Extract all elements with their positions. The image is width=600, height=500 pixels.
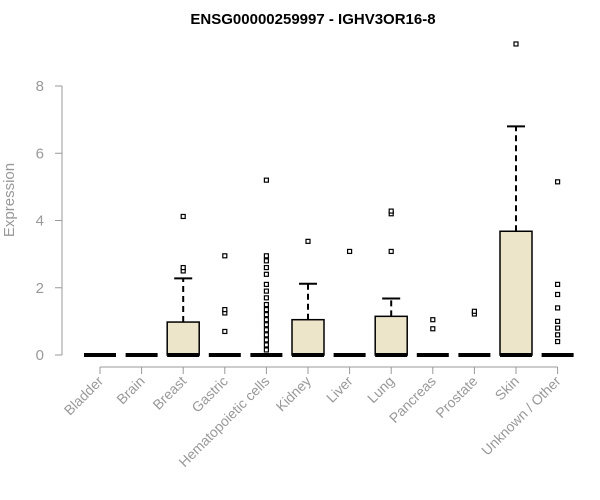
- box-body: [291, 318, 325, 356]
- outlier-point: [554, 318, 561, 324]
- y-tick-label: 0: [36, 347, 44, 364]
- outlier-point: [430, 326, 436, 332]
- outlier-point: [554, 325, 561, 331]
- x-tick-label: Liver: [323, 373, 356, 406]
- outlier-point: [263, 347, 269, 353]
- outlier-point: [388, 248, 394, 255]
- box-unknown-other: [541, 179, 574, 357]
- outlier-point: [263, 264, 269, 271]
- box-skin: [499, 41, 533, 357]
- box-hematopoietic-cells: [250, 177, 283, 357]
- box-prostate: [458, 308, 491, 357]
- box-breast: [166, 213, 200, 357]
- outlier-point: [388, 208, 394, 214]
- box-kidney: [291, 238, 325, 357]
- outlier-point: [471, 308, 477, 314]
- outlier-point: [554, 338, 561, 345]
- box-series: [84, 41, 574, 357]
- outlier-point: [347, 248, 353, 255]
- outlier-point: [554, 305, 561, 311]
- x-tick-label: Breast: [149, 373, 189, 413]
- outlier-point: [263, 281, 269, 287]
- outlier-point: [222, 328, 228, 335]
- outlier-point: [263, 332, 269, 338]
- x-tick-label: Skin: [492, 373, 523, 404]
- outlier-point: [263, 295, 269, 301]
- x-tick-label: Unknown / Other: [478, 373, 564, 459]
- outlier-point: [180, 264, 186, 271]
- outlier-point: [263, 271, 269, 277]
- outlier-point: [263, 327, 269, 333]
- outlier-point: [263, 258, 269, 264]
- outlier-point: [305, 238, 311, 244]
- y-axis: 0 2 4 6 8: [36, 78, 63, 364]
- x-tick-label: Prostate: [432, 373, 480, 421]
- x-tick-label: Brain: [113, 373, 147, 407]
- x-tick-label: Bladder: [61, 373, 107, 419]
- box-body: [166, 321, 200, 356]
- outlier-point: [554, 291, 561, 298]
- box-body: [499, 230, 533, 356]
- outlier-point: [263, 342, 269, 348]
- outlier-point: [263, 322, 269, 328]
- y-axis-label: Expression: [1, 163, 18, 237]
- box-lung: [374, 208, 408, 357]
- outlier-point: [263, 253, 269, 259]
- box-gastric: [208, 253, 241, 357]
- outlier-point: [513, 41, 519, 47]
- outlier-point: [263, 337, 269, 343]
- y-tick-label: 6: [36, 145, 44, 162]
- y-tick-label: 8: [36, 78, 44, 95]
- box-liver: [333, 248, 366, 357]
- outlier-point: [263, 317, 269, 323]
- outlier-point: [430, 317, 436, 323]
- y-tick-label: 4: [36, 213, 44, 230]
- outlier-point: [263, 177, 269, 183]
- x-tick-label: Lung: [364, 373, 397, 406]
- box-body: [374, 315, 408, 356]
- outlier-point: [222, 307, 228, 313]
- outlier-point: [263, 288, 269, 294]
- y-tick-label: 2: [36, 280, 44, 297]
- outlier-point: [263, 307, 269, 313]
- chart-title: ENSG00000259997 - IGHV3OR16-8: [190, 11, 435, 28]
- outlier-point: [263, 312, 269, 318]
- box-pancreas: [416, 317, 449, 357]
- outlier-point: [554, 179, 561, 185]
- outlier-point: [263, 301, 269, 308]
- outlier-point: [554, 281, 561, 287]
- outlier-point: [222, 253, 228, 259]
- x-tick-label: Kidney: [273, 373, 315, 415]
- outlier-point: [554, 332, 561, 338]
- outlier-point: [180, 213, 186, 220]
